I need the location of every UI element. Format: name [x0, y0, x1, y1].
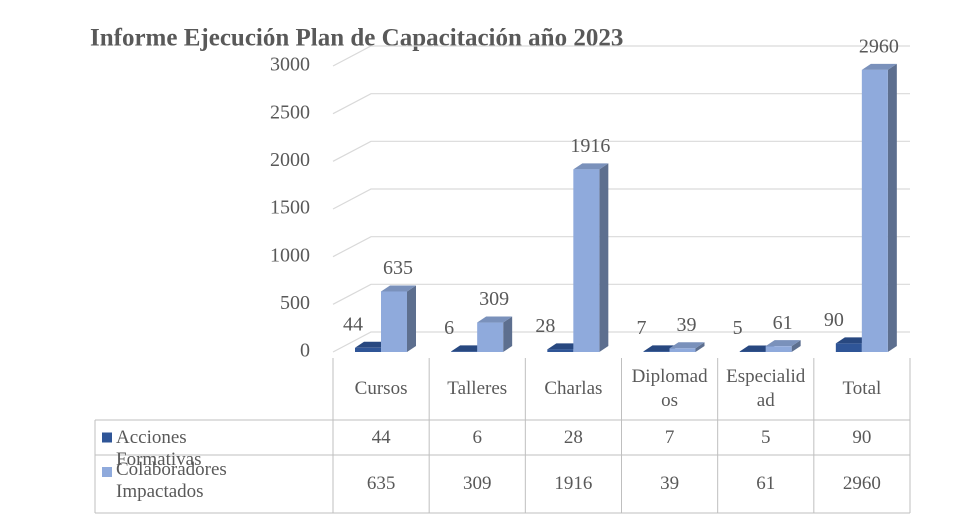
- bar-front: [355, 347, 381, 352]
- category-label: Charlas: [544, 378, 603, 399]
- category-label: Talleres: [447, 378, 508, 399]
- bar-side: [887, 63, 897, 353]
- table-value: 2960: [842, 473, 881, 494]
- legend-label: Acciones Formativas: [116, 426, 202, 470]
- bar-front: [381, 291, 407, 352]
- data-label: 90: [824, 309, 844, 331]
- table-value: 7: [664, 426, 675, 448]
- bar-front: [573, 169, 600, 352]
- y-tick-label: 500: [280, 292, 310, 314]
- data-label: 61: [773, 312, 793, 334]
- bar-side: [791, 340, 801, 352]
- table-value: 28: [563, 426, 583, 448]
- bar-top: [381, 285, 416, 292]
- legend-swatch: [102, 467, 112, 477]
- table-value: 1916: [554, 473, 593, 494]
- table-value: 61: [756, 473, 776, 494]
- bar: [573, 163, 609, 352]
- bar-front: [451, 351, 478, 352]
- bar-side: [695, 342, 705, 352]
- bar: [861, 63, 897, 353]
- bar: [765, 340, 801, 352]
- bar-front: [477, 322, 504, 352]
- table-value: 39: [660, 473, 680, 494]
- bar-front: [765, 346, 792, 352]
- bar-front: [835, 343, 862, 352]
- category-label: Cursos: [354, 378, 408, 399]
- category-label: Especialidad: [726, 366, 806, 411]
- data-label: 39: [677, 314, 697, 336]
- y-tick-label: 2000: [270, 149, 310, 171]
- grid-line: [332, 236, 910, 258]
- table-value: 635: [366, 473, 396, 494]
- bar: [669, 342, 705, 352]
- bar-top: [573, 163, 609, 170]
- bar-side: [503, 316, 513, 352]
- data-label: 28: [535, 315, 555, 337]
- table-value: 90: [852, 426, 872, 448]
- table-value: 44: [371, 426, 391, 448]
- data-label: 309: [479, 288, 509, 310]
- data-label: 635: [383, 257, 413, 279]
- bar-top: [861, 63, 897, 70]
- bar-top: [765, 340, 801, 347]
- bar: [381, 285, 416, 352]
- y-tick-label: 2500: [270, 101, 310, 123]
- legend-swatch: [102, 432, 112, 443]
- category-label: Diplomados: [631, 366, 708, 411]
- table-value: 5: [760, 426, 771, 448]
- bar-top: [669, 342, 705, 349]
- grid-line: [332, 283, 910, 305]
- chart-title: Informe Ejecución Plan de Capacitación a…: [90, 25, 623, 52]
- grid-line: [332, 93, 910, 115]
- y-tick-label: 0: [300, 340, 310, 362]
- data-label: 7: [637, 317, 647, 339]
- table-value: 309: [462, 473, 492, 494]
- grid-line: [332, 140, 910, 162]
- legend-label: Colaboradores Impactados: [116, 459, 227, 502]
- bar: [477, 316, 513, 352]
- bar-top: [477, 316, 513, 323]
- bar-front: [547, 349, 574, 352]
- data-label: 44: [343, 313, 363, 335]
- bar-front: [861, 69, 888, 353]
- table-value: 6: [472, 426, 482, 448]
- grid-line: [332, 45, 910, 67]
- y-tick-label: 1000: [270, 244, 310, 266]
- data-label: 2960: [859, 35, 899, 57]
- bar-side: [599, 163, 609, 352]
- y-tick-label: 1500: [270, 197, 310, 219]
- grid-line: [332, 331, 910, 353]
- bar-side: [407, 285, 416, 352]
- bar-front: [669, 348, 696, 352]
- y-tick-label: 3000: [270, 54, 310, 76]
- data-label: 1916: [570, 135, 610, 157]
- data-label: 6: [444, 317, 454, 339]
- category-label: Total: [842, 378, 882, 399]
- bar-front: [643, 351, 670, 352]
- grid-line: [332, 188, 910, 210]
- data-label: 5: [733, 317, 743, 339]
